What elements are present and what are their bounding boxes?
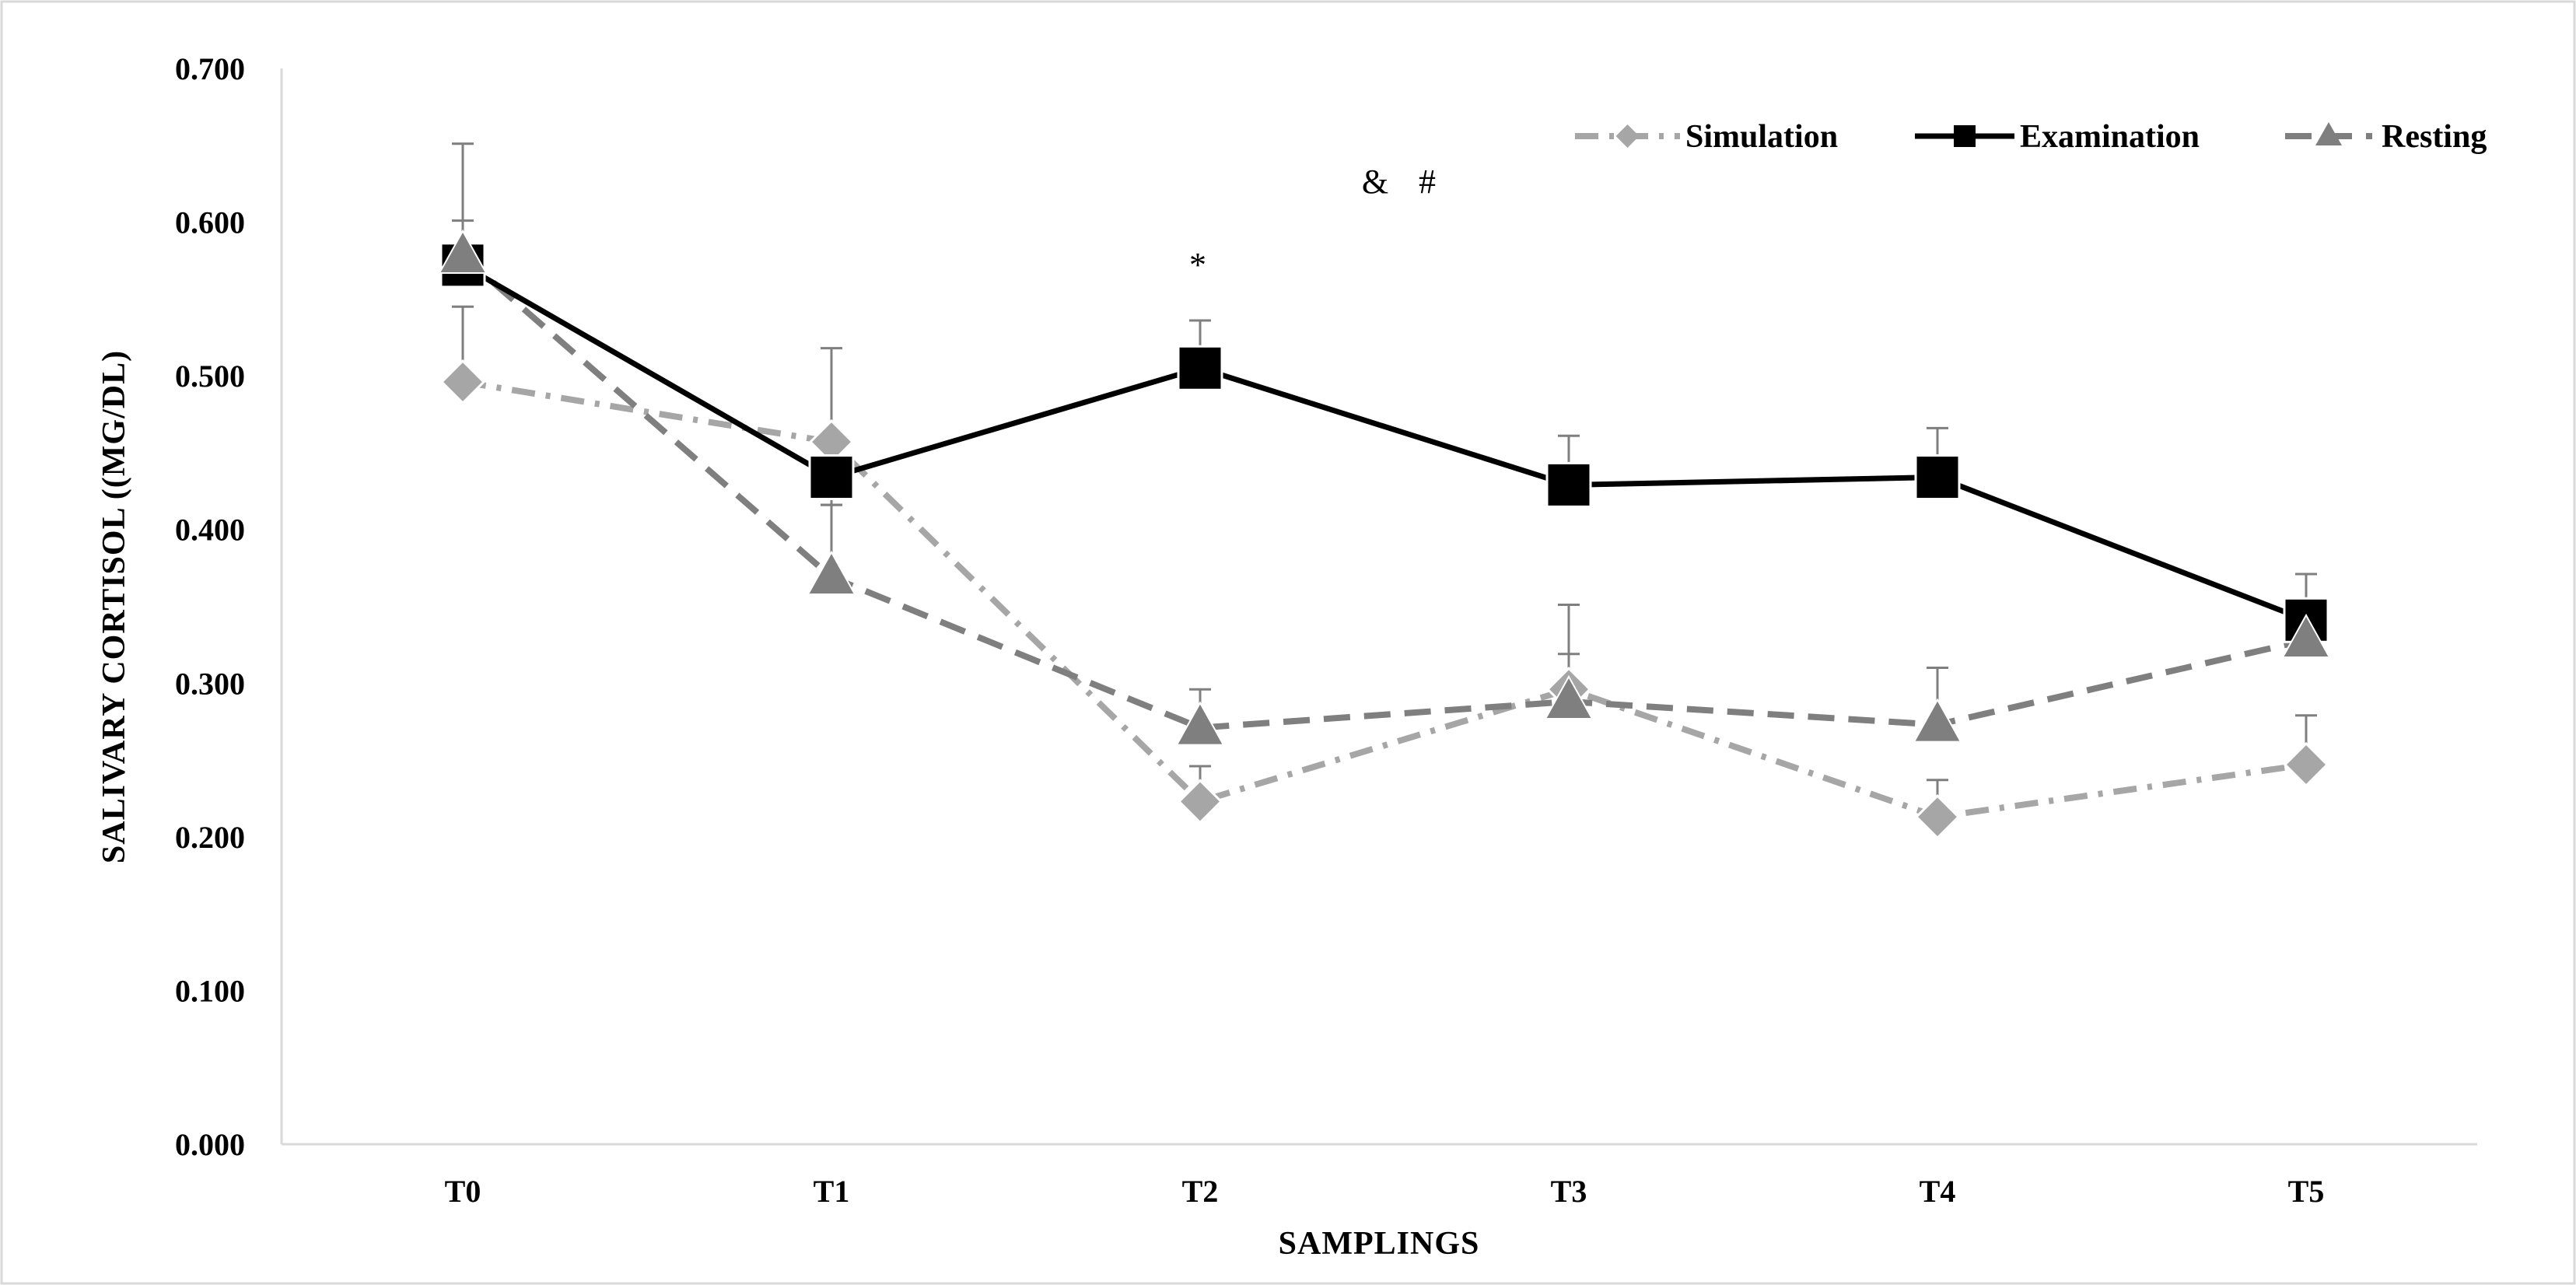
legend-label-resting: Resting xyxy=(2382,119,2487,155)
data-point-resting xyxy=(1175,701,1225,746)
data-point-examination xyxy=(1545,461,1592,508)
x-tick-label: T2 xyxy=(1182,1174,1219,1209)
annotation-mark: & xyxy=(1362,163,1388,201)
data-point-simulation xyxy=(1914,794,1961,840)
y-tick-label: 0.300 xyxy=(175,666,245,701)
data-point-examination xyxy=(808,454,855,501)
y-tick-label: 0.700 xyxy=(175,51,245,86)
x-tick-label: T3 xyxy=(1551,1174,1587,1209)
data-point-simulation xyxy=(2283,741,2329,788)
legend-marker-resting xyxy=(2315,122,2342,145)
data-point-resting xyxy=(1913,698,1962,743)
data-point-resting xyxy=(1544,674,1594,720)
y-tick-label: 0.000 xyxy=(175,1127,245,1162)
legend-marker-examination xyxy=(1954,125,1976,147)
x-tick-labels: T0 T1 T2 T3 T4 T5 xyxy=(445,1174,2325,1209)
data-point-resting xyxy=(2281,613,2331,658)
series-lines xyxy=(460,254,2308,821)
legend-label-examination: Examination xyxy=(2020,119,2200,155)
legend: Simulation Examination Resting xyxy=(1575,119,2487,155)
data-point-resting xyxy=(807,550,856,595)
y-tick-labels: 0.000 0.100 0.200 0.300 0.400 0.500 0.600 0.700 xyxy=(175,51,245,1162)
series-line-simulation xyxy=(462,379,2307,821)
data-point-examination xyxy=(1177,345,1223,391)
y-axis-title: SALIVARY CORTISOL ((MG/DL) xyxy=(96,350,132,863)
y-tick-label: 0.600 xyxy=(175,205,245,240)
annotation-mark: * xyxy=(1189,246,1206,284)
data-point-simulation xyxy=(1177,779,1223,825)
y-tick-label: 0.200 xyxy=(175,820,245,855)
legend-label-simulation: Simulation xyxy=(1685,119,1838,155)
series-line-resting xyxy=(460,254,2307,731)
x-tick-label: T1 xyxy=(814,1174,850,1209)
x-tick-label: T0 xyxy=(445,1174,481,1209)
data-point-examination xyxy=(1914,454,1961,501)
series-markers xyxy=(438,229,2331,840)
data-point-resting xyxy=(438,229,488,275)
annotations: & # * xyxy=(1189,163,1436,284)
y-tick-label: 0.100 xyxy=(175,973,245,1008)
annotation-mark: # xyxy=(1419,163,1436,201)
x-axis-title: SAMPLINGS xyxy=(1279,1226,1480,1262)
legend-marker-simulation xyxy=(1615,124,1640,148)
y-tick-label: 0.500 xyxy=(175,359,245,394)
x-tick-label: T5 xyxy=(2288,1174,2325,1209)
x-tick-label: T4 xyxy=(1920,1174,1956,1209)
data-point-simulation xyxy=(439,359,486,405)
y-tick-label: 0.400 xyxy=(175,513,245,548)
series-line-examination xyxy=(461,262,2308,623)
